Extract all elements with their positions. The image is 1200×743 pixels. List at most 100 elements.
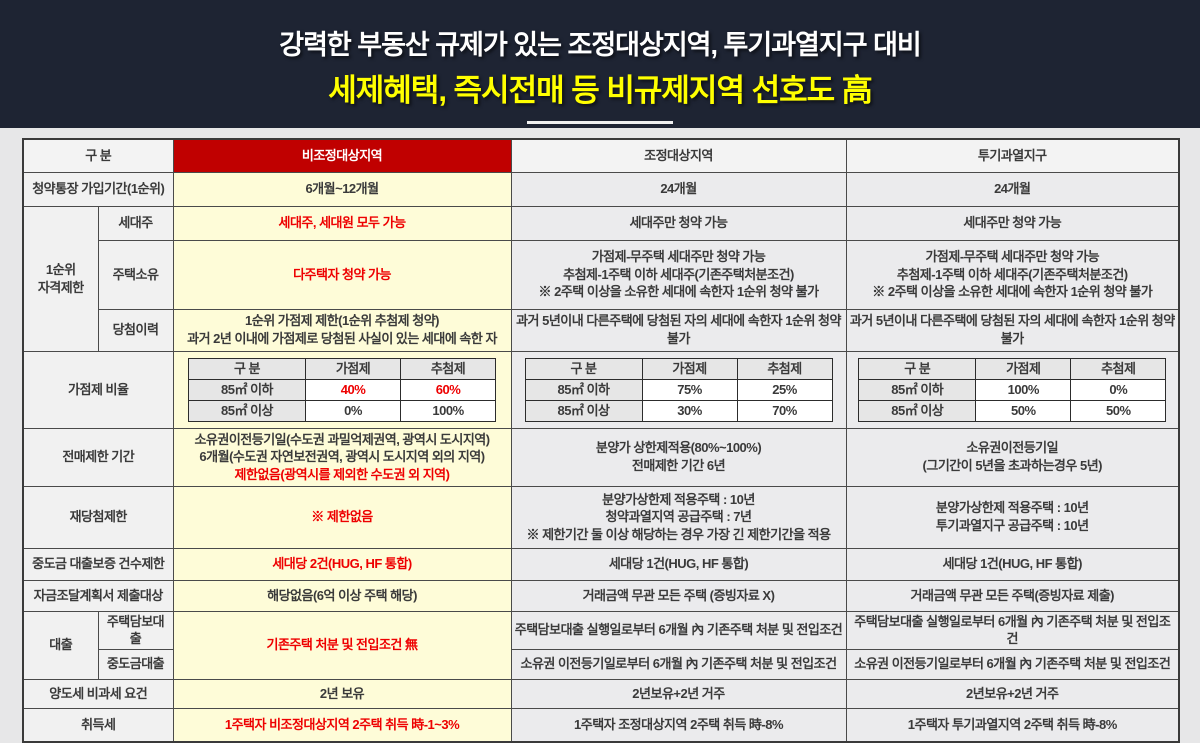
cell-rewin-overheated: 분양가상한제 적용주택 : 10년 투기과열지구 공급주택 : 10년 (845, 485, 1180, 549)
cell-acquisition-tax-adjusted: 1주택자 조정대상지역 2주택 취득 時-8% (510, 707, 847, 743)
cell-rewin-adjusted: 분양가상한제 적용주택 : 10년 청약과열지역 공급주택 : 7년 ※ 제한기… (510, 485, 847, 549)
cell-loan-guarantee-adjusted: 세대당 1건(HUG, HF 통합) (510, 547, 847, 581)
cell-ownership-non-adjusted: 다주택자 청약 가능 (172, 239, 512, 310)
mini-value: 40% (305, 378, 402, 401)
cell-score-ratio-adjusted: 구 분 가점제 추첨제 85㎡ 이하 75% 25% 85㎡ 이상 30% (510, 350, 847, 429)
cell-interim-adjusted: 소유권 이전등기일로부터 6개월 內 기존주택 처분 및 전입조건 (510, 648, 847, 680)
cell-loan-guarantee-non-adjusted: 세대당 2건(HUG, HF 통합) (172, 547, 512, 581)
row-acquisition-tax: 취득세 1주택자 비조정대상지역 2주택 취득 時-1~3% 1주택자 조정대상… (22, 707, 1180, 743)
mini-header-category: 구 분 (524, 357, 643, 380)
cell-loan-non-adjusted: 기존주택 처분 및 전입조건 無 (172, 610, 512, 680)
cell-transfer-tax-overheated: 2년보유+2년 거주 (845, 678, 1180, 709)
mini-label-under85: 85㎡ 이하 (188, 378, 307, 401)
cell-ownership-overheated: 가점제-무주택 세대주만 청약 가능 추첨제-1주택 이하 세대주(기존주택처분… (845, 239, 1180, 310)
mini-row-over85: 85㎡ 이상 30% 70% (524, 399, 833, 422)
label-rewin-limit: 재당첨제한 (22, 485, 174, 549)
label-interim-loan: 중도금대출 (97, 648, 174, 680)
cell-mortgage-overheated: 주택담보대출 실행일로부터 6개월 內 기존주택 처분 및 전입조건 (845, 610, 1180, 650)
cell-subscription-non-adjusted: 6개월~12개월 (172, 171, 512, 207)
cell-transfer-tax-non-adjusted: 2년 보유 (172, 678, 512, 709)
cell-winning-history-overheated: 과거 5년이내 다른주택에 당첨된 자의 세대에 속한자 1순위 청약 불가 (845, 308, 1180, 352)
cell-householder-overheated: 세대주만 청약 가능 (845, 205, 1180, 241)
mini-row-over85: 85㎡ 이상 0% 100% (188, 399, 497, 422)
cell-interim-overheated: 소유권 이전등기일로부터 6개월 內 기존주택 처분 및 전입조건 (845, 648, 1180, 680)
row-mortgage-loan: 대출 주택담보대출 기존주택 처분 및 전입조건 無 주택담보대출 실행일로부터… (22, 610, 1180, 680)
cell-funding-plan-adjusted: 거래금액 무관 모든 주택 (증빙자료 X) (510, 579, 847, 612)
mini-value: 100% (975, 378, 1072, 401)
header-overheated: 투기과열지구 (845, 138, 1180, 173)
mini-label-over85: 85㎡ 이상 (188, 399, 307, 422)
cell-acquisition-tax-overheated: 1주택자 투기과열지역 2주택 취득 時-8% (845, 707, 1180, 743)
row-householder: 1순위 자격제한 세대주 세대주, 세대원 모두 가능 세대주만 청약 가능 세… (22, 205, 1180, 352)
mini-header-row: 구 분 가점제 추첨제 (524, 357, 833, 380)
mini-value: 75% (641, 378, 738, 401)
mini-value: 50% (1070, 399, 1167, 422)
cell-acquisition-tax-non-adjusted: 1주택자 비조정대상지역 2주택 취득 時-1~3% (172, 707, 512, 743)
row-score-ratio: 가점제 비율 구 분 가점제 추첨제 85㎡ 이하 40% 60% (22, 350, 1180, 429)
header-adjusted: 조정대상지역 (510, 138, 847, 173)
label-winning-history: 당첨이력 (97, 308, 174, 352)
label-ownership: 주택소유 (97, 239, 174, 310)
label-subscription-period: 청약통장 가입기간(1순위) (22, 171, 174, 207)
mini-row-under85: 85㎡ 이하 100% 0% (858, 378, 1167, 401)
row-subscription-period: 청약통장 가입기간(1순위) 6개월~12개월 24개월 24개월 (22, 171, 1180, 207)
cell-resale-overheated: 소유권이전등기일 (그기간이 5년을 초과하는경우 5년) (845, 427, 1180, 487)
row-loan-guarantee: 중도금 대출보증 건수제한 세대당 2건(HUG, HF 통합) 세대당 1건(… (22, 547, 1180, 581)
cell-mortgage-adjusted: 주택담보대출 실행일로부터 6개월 內 기존주택 처분 및 전입조건 (510, 610, 847, 650)
cell-winning-history-non-adjusted: 1순위 가점제 제한(1순위 추첨제 청약) 과거 2년 이내에 가점제로 당첨… (172, 308, 512, 352)
group-label-loan: 대출 (22, 610, 99, 680)
label-mortgage-loan: 주택담보대출 (97, 610, 174, 650)
mini-header-category: 구 분 (858, 357, 977, 380)
cell-rewin-non-adjusted: ※ 제한없음 (172, 485, 512, 549)
label-score-ratio: 가점제 비율 (22, 350, 174, 429)
cell-score-ratio-non-adjusted: 구 분 가점제 추첨제 85㎡ 이하 40% 60% 85㎡ 이상 0% (172, 350, 512, 429)
mini-value: 30% (641, 399, 738, 422)
cell-subscription-overheated: 24개월 (845, 171, 1180, 207)
cell-subscription-adjusted: 24개월 (510, 171, 847, 207)
label-transfer-tax: 양도세 비과세 요건 (22, 678, 174, 709)
resale-line-3: 제한없음(광역시를 제외한 수도권 외 지역) (234, 466, 450, 482)
mini-header-row: 구 분 가점제 추첨제 (188, 357, 497, 380)
mini-header-score: 가점제 (305, 357, 402, 380)
resale-line-1: 소유권이전등기일(수도권 과밀억제권역, 광역시 도시지역) (194, 431, 490, 447)
mini-label-over85: 85㎡ 이상 (524, 399, 643, 422)
cell-resale-non-adjusted: 소유권이전등기일(수도권 과밀억제권역, 광역시 도시지역) 6개월(수도권 자… (172, 427, 512, 487)
cell-winning-history-adjusted: 과거 5년이내 다른주택에 당첨된 자의 세대에 속한자 1순위 청약 불가 (510, 308, 847, 352)
cell-householder-non-adjusted: 세대주, 세대원 모두 가능 (172, 205, 512, 241)
score-ratio-mini-overheated: 구 분 가점제 추첨제 85㎡ 이하 100% 0% 85㎡ 이상 50% (858, 357, 1167, 422)
mini-row-under85: 85㎡ 이하 75% 25% (524, 378, 833, 401)
mini-value: 60% (400, 378, 497, 401)
mini-header-lottery: 추첨제 (1070, 357, 1167, 380)
label-acquisition-tax: 취득세 (22, 707, 174, 743)
mini-value: 100% (400, 399, 497, 422)
resale-line-2: 6개월(수도권 자연보전권역, 광역시 도시지역 외의 지역) (199, 449, 485, 465)
label-loan-guarantee: 중도금 대출보증 건수제한 (22, 547, 174, 581)
mini-label-over85: 85㎡ 이상 (858, 399, 977, 422)
banner: 강력한 부동산 규제가 있는 조정대상지역, 투기과열지구 대비 세제혜택, 즉… (0, 0, 1200, 128)
banner-title-line2: 세제혜택, 즉시전매 등 비규제지역 선호도 高 (328, 73, 873, 108)
comparison-table: 구 분 비조정대상지역 조정대상지역 투기과열지구 청약통장 가입기간(1순위)… (22, 138, 1181, 743)
label-householder: 세대주 (97, 205, 174, 241)
row-resale-limit: 전매제한 기간 소유권이전등기일(수도권 과밀억제권역, 광역시 도시지역) 6… (22, 427, 1180, 487)
mini-value: 0% (1070, 378, 1167, 401)
cell-loan-guarantee-overheated: 세대당 1건(HUG, HF 통합) (845, 547, 1180, 581)
mini-header-row: 구 분 가점제 추첨제 (858, 357, 1167, 380)
cell-score-ratio-overheated: 구 분 가점제 추첨제 85㎡ 이하 100% 0% 85㎡ 이상 50% (845, 350, 1180, 429)
mini-header-lottery: 추첨제 (736, 357, 833, 380)
group-label-first-rank: 1순위 자격제한 (22, 205, 99, 352)
mini-header-lottery: 추첨제 (400, 357, 497, 380)
mini-label-under85: 85㎡ 이하 (524, 378, 643, 401)
label-funding-plan: 자금조달계획서 제출대상 (22, 579, 174, 612)
cell-funding-plan-overheated: 거래금액 무관 모든 주택(증빙자료 제출) (845, 579, 1180, 612)
mini-header-score: 가점제 (641, 357, 738, 380)
comparison-table-wrap: 구 분 비조정대상지역 조정대상지역 투기과열지구 청약통장 가입기간(1순위)… (22, 138, 1181, 743)
mini-header-score: 가점제 (975, 357, 1072, 380)
banner-underline (527, 121, 673, 124)
cell-ownership-adjusted: 가점제-무주택 세대주만 청약 가능 추첨제-1주택 이하 세대주(기존주택처분… (510, 239, 847, 310)
cell-transfer-tax-adjusted: 2년보유+2년 거주 (510, 678, 847, 709)
header-non-adjusted: 비조정대상지역 (172, 138, 512, 173)
cell-resale-adjusted: 분양가 상한제적용(80%~100%) 전매제한 기간 6년 (510, 427, 847, 487)
mini-row-over85: 85㎡ 이상 50% 50% (858, 399, 1167, 422)
mini-value: 0% (305, 399, 402, 422)
